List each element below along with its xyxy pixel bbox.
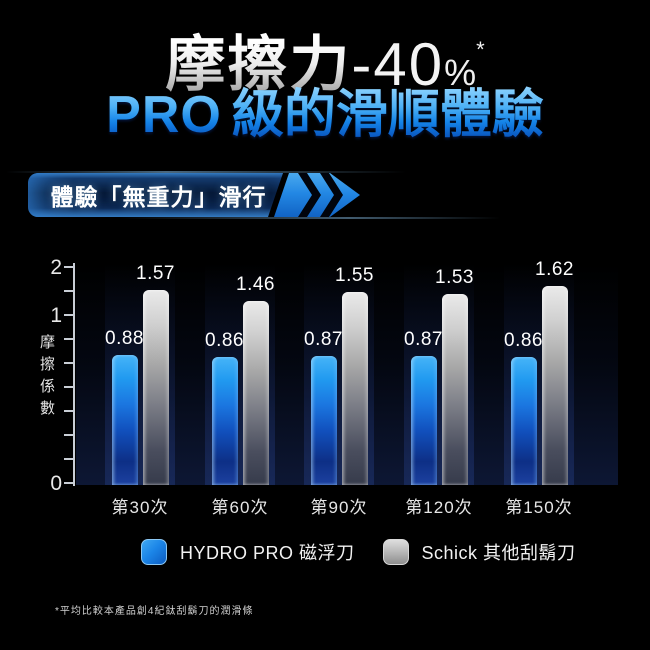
legend-item-hydro-pro: HYDRO PRO 磁浮刀 [141,539,355,565]
y-tick [64,434,74,436]
bar-schick-第90次 [341,292,368,485]
bar-value-label: 0.87 [304,329,343,351]
bar-value-label: 0.88 [105,328,144,350]
headline-zh: 摩擦力 [165,31,352,98]
legend-swatch-icon [141,539,167,565]
y-tick-label: 0 [50,472,62,495]
light-streak-top [6,171,406,173]
headline: 摩擦力-40%* [0,14,650,117]
legend: HYDRO PRO 磁浮刀 Schick 其他刮鬍刀 [141,539,576,565]
x-label-第120次: 第120次 [405,498,473,517]
subheadline-zh: 級的滑順體驗 [231,86,544,144]
y-tick [64,458,74,460]
y-tick [64,482,74,484]
y-tick [64,410,74,412]
x-label-第90次: 第90次 [310,498,368,517]
bar-schick-第120次 [441,294,468,485]
legend-swatch-icon [382,539,409,565]
bar-schick-第60次 [242,300,269,485]
y-tick [64,314,74,316]
bar-hydro-pro-第60次 [211,357,238,485]
bar-schick-第30次 [142,290,169,485]
headline-reduction: -40 [351,31,445,98]
banner: 體驗「無重力」滑行 [0,171,650,219]
x-label-第60次: 第60次 [211,498,269,517]
footnote: *平均比較本產品創4紀鈦刮鬍刀的潤滑條 [55,606,254,617]
y-tick [64,338,74,340]
banner-text: 體驗「無重力」滑行 [50,184,267,210]
bar-value-label: 0.87 [404,329,443,351]
subheadline-latin: PRO [106,86,222,144]
headline-asterisk: * [476,37,485,62]
y-tick [64,386,74,388]
y-tick-label: 1 [50,304,62,327]
bar-value-label: 1.46 [236,273,275,295]
y-axis-line [73,263,75,486]
bar-hydro-pro-第150次 [510,357,537,485]
bar-value-label: 1.62 [535,258,574,280]
bar-value-label: 0.86 [504,330,543,352]
y-tick [64,266,74,268]
y-axis-title: 摩擦係數 [38,334,55,422]
subheadline: PRO 級的滑順體驗 [0,84,650,159]
bar-value-label: 1.57 [136,263,175,285]
bar-value-label: 1.53 [435,267,474,289]
bar-hydro-pro-第90次 [310,356,337,485]
y-tick [64,290,74,292]
light-streak-bottom [120,217,500,219]
banner-body: 體驗「無重力」滑行 [28,173,283,217]
x-label-第150次: 第150次 [505,498,573,517]
headline-percent-sign: % [444,52,477,93]
y-tick-label: 2 [50,256,62,279]
legend-label: Schick 其他刮鬍刀 [421,543,576,563]
x-label-第30次: 第30次 [111,498,169,517]
bar-value-label: 0.86 [205,330,244,352]
bar-hydro-pro-第30次 [111,355,138,485]
bar-hydro-pro-第120次 [410,356,437,485]
y-tick [64,362,74,364]
bar-schick-第150次 [541,285,568,485]
legend-label: HYDRO PRO 磁浮刀 [180,543,355,563]
bar-value-label: 1.55 [335,265,374,287]
legend-item-schick: Schick 其他刮鬍刀 [382,539,576,565]
